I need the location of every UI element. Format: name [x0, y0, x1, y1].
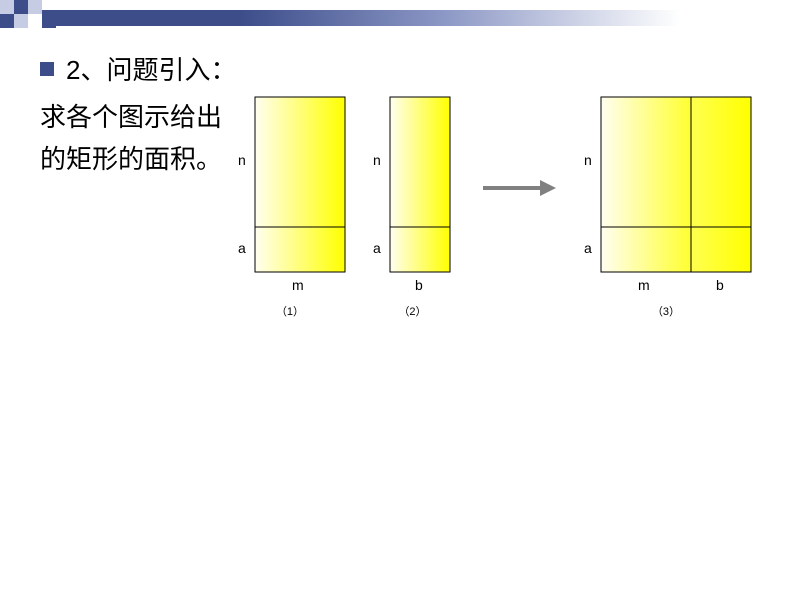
- decor-square: [14, 0, 28, 14]
- figure-2: n a b （2）: [365, 92, 460, 319]
- header-squares-row2: [0, 14, 56, 28]
- figure-2-svg: n a b: [365, 92, 460, 297]
- label-m: m: [638, 277, 650, 293]
- header-squares-row1: [0, 0, 42, 14]
- decor-square: [28, 14, 42, 28]
- header-gradient-bar: [0, 10, 800, 26]
- title-line: 2、问题引入：: [40, 50, 800, 87]
- label-m: m: [292, 277, 304, 293]
- label-n: n: [238, 152, 246, 168]
- label-a: a: [238, 240, 246, 256]
- label-b: b: [716, 277, 724, 293]
- figure-1-caption: （1）: [276, 303, 304, 319]
- label-b: b: [415, 277, 423, 293]
- figure-1: n a m （1）: [230, 92, 350, 319]
- figures-row: n a m （1） n a: [230, 92, 756, 319]
- slide-content: 2、问题引入： 求各个图示给出 的矩形的面积。 n a m: [0, 32, 800, 180]
- label-n: n: [373, 152, 381, 168]
- label-a: a: [584, 240, 592, 256]
- figure-3-caption: （3）: [652, 303, 680, 319]
- label-n: n: [584, 152, 592, 168]
- decor-square: [42, 14, 56, 28]
- header-decoration: [0, 0, 800, 32]
- figure-2-caption: （2）: [398, 303, 426, 319]
- decor-square: [28, 0, 42, 14]
- decor-square: [0, 14, 14, 28]
- bullet-icon: [40, 62, 54, 76]
- slide-title: 2、问题引入：: [66, 50, 236, 87]
- figure-1-svg: n a m: [230, 92, 350, 297]
- decor-square: [14, 14, 28, 28]
- decor-square: [0, 0, 14, 14]
- arrow-icon: [478, 173, 558, 208]
- figure-3-svg: n a m b: [576, 92, 756, 297]
- label-a: a: [373, 240, 381, 256]
- figure-3: n a m b （3）: [576, 92, 756, 319]
